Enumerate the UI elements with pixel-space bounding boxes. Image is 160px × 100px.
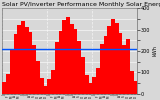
Bar [51, 70, 55, 94]
Bar [70, 24, 74, 94]
Bar [32, 45, 36, 94]
Bar [104, 36, 107, 94]
Bar [44, 86, 47, 94]
Text: Solar PV/Inverter Performance Monthly Solar Energy Production: Solar PV/Inverter Performance Monthly So… [2, 2, 160, 7]
Bar [59, 31, 62, 94]
Y-axis label: kWh: kWh [153, 46, 158, 56]
Bar [21, 21, 25, 94]
Bar [17, 25, 21, 94]
Bar [107, 26, 111, 94]
Bar [29, 32, 32, 94]
Bar [25, 28, 29, 94]
Bar [47, 79, 51, 94]
Bar [134, 81, 137, 94]
Bar [100, 44, 104, 94]
Bar [89, 83, 92, 94]
Bar [126, 39, 130, 94]
Bar [66, 17, 70, 94]
Bar [2, 82, 6, 94]
Bar [40, 78, 44, 94]
Bar [115, 23, 119, 94]
Bar [6, 74, 10, 94]
Bar [96, 68, 100, 94]
Bar [62, 20, 66, 94]
Bar [119, 33, 122, 94]
Bar [111, 19, 115, 94]
Bar [74, 28, 77, 94]
Bar [130, 71, 134, 94]
Bar [85, 75, 89, 94]
Bar [10, 49, 14, 94]
Bar [77, 41, 81, 94]
Bar [122, 45, 126, 94]
Bar [55, 42, 59, 94]
Bar [14, 34, 17, 94]
Bar [81, 57, 85, 94]
Bar [92, 77, 96, 94]
Bar [36, 61, 40, 94]
